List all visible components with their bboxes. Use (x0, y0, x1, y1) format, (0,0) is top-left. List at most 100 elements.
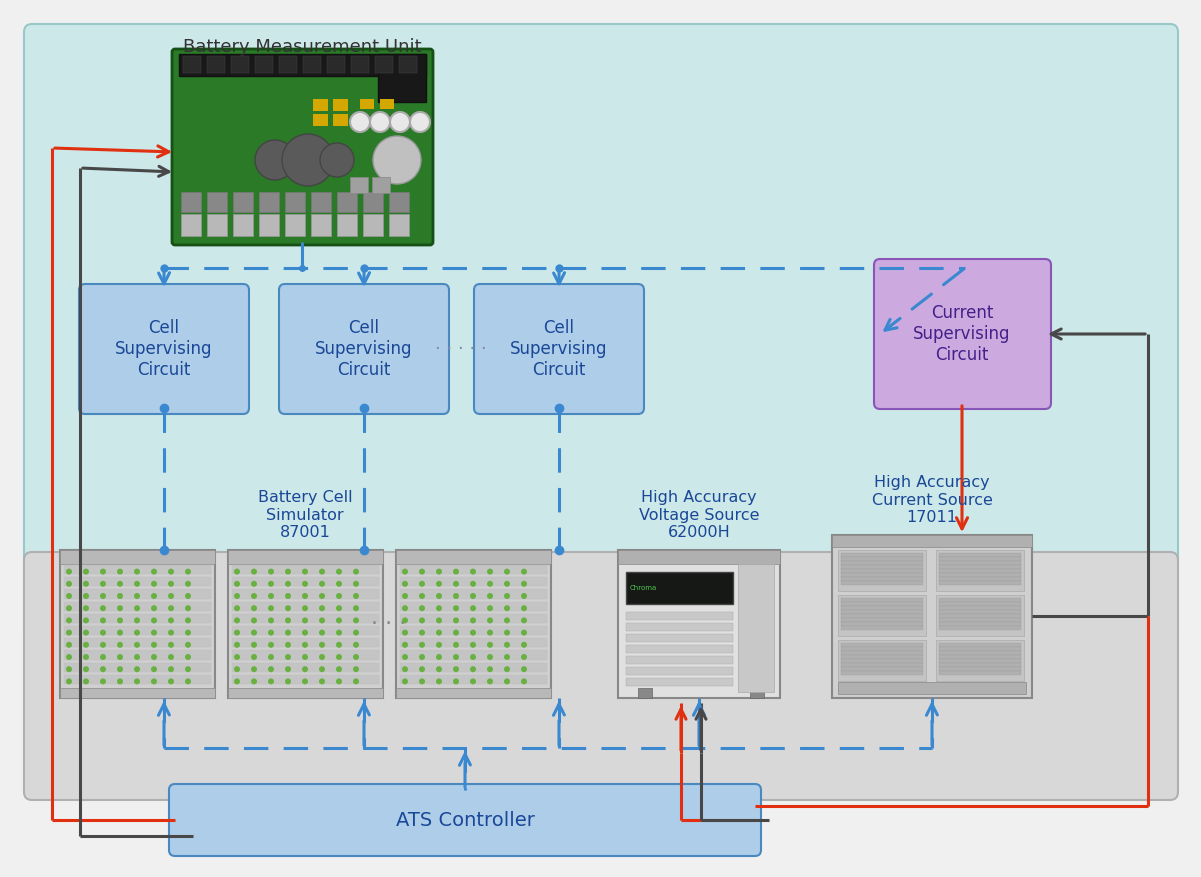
Circle shape (268, 667, 274, 672)
Circle shape (453, 568, 459, 574)
Circle shape (419, 654, 425, 660)
Circle shape (268, 581, 274, 587)
Circle shape (100, 593, 106, 599)
Circle shape (251, 593, 257, 599)
Circle shape (251, 630, 257, 636)
FancyBboxPatch shape (79, 284, 249, 414)
Circle shape (419, 605, 425, 611)
Bar (838, 595, 926, 636)
Circle shape (402, 568, 408, 574)
Bar (64, 663, 211, 672)
Circle shape (168, 667, 174, 672)
Bar (841, 602, 924, 606)
Bar (838, 682, 1026, 694)
Bar (939, 643, 1021, 647)
Circle shape (100, 679, 106, 684)
Circle shape (402, 667, 408, 672)
Circle shape (234, 630, 240, 636)
Circle shape (436, 605, 442, 611)
Circle shape (470, 630, 476, 636)
Circle shape (453, 642, 459, 648)
Bar (389, 192, 410, 212)
Circle shape (100, 605, 106, 611)
Circle shape (336, 593, 342, 599)
Circle shape (453, 581, 459, 587)
Circle shape (151, 605, 157, 611)
Bar (337, 192, 357, 212)
Circle shape (66, 679, 72, 684)
Circle shape (135, 679, 141, 684)
Circle shape (116, 654, 123, 660)
Circle shape (319, 617, 325, 624)
Bar (841, 663, 924, 667)
Circle shape (470, 679, 476, 684)
Circle shape (301, 630, 307, 636)
Bar (749, 688, 764, 698)
Bar (64, 565, 211, 574)
Circle shape (66, 630, 72, 636)
Bar (626, 667, 733, 675)
Bar (64, 626, 211, 635)
Circle shape (436, 667, 442, 672)
Circle shape (151, 630, 157, 636)
Circle shape (135, 605, 141, 611)
Circle shape (319, 143, 354, 177)
Circle shape (185, 654, 191, 660)
Bar (939, 561, 1021, 565)
Circle shape (453, 679, 459, 684)
Bar (841, 659, 924, 663)
Circle shape (353, 679, 359, 684)
Circle shape (419, 617, 425, 624)
Circle shape (285, 617, 291, 624)
Circle shape (301, 568, 307, 574)
Bar (64, 651, 211, 660)
Circle shape (66, 617, 72, 624)
Circle shape (268, 593, 274, 599)
Bar (838, 550, 926, 591)
Bar (232, 626, 380, 635)
Circle shape (66, 654, 72, 660)
Circle shape (234, 654, 240, 660)
Circle shape (504, 581, 510, 587)
Bar (232, 602, 380, 610)
Circle shape (521, 667, 527, 672)
Bar (841, 655, 924, 659)
Bar (363, 214, 383, 236)
Circle shape (521, 654, 527, 660)
Bar (841, 561, 924, 565)
Circle shape (116, 593, 123, 599)
Circle shape (470, 568, 476, 574)
Bar (337, 214, 357, 236)
Circle shape (100, 568, 106, 574)
Bar (228, 550, 383, 564)
Circle shape (185, 642, 191, 648)
Circle shape (319, 630, 325, 636)
Bar (832, 535, 1032, 547)
Circle shape (285, 581, 291, 587)
Circle shape (436, 593, 442, 599)
Bar (841, 557, 924, 561)
FancyBboxPatch shape (24, 24, 1178, 638)
Bar (626, 612, 733, 620)
Circle shape (66, 667, 72, 672)
Bar (841, 614, 924, 618)
Circle shape (285, 593, 291, 599)
Circle shape (319, 568, 325, 574)
Bar (936, 640, 1024, 681)
Bar (259, 192, 279, 212)
Bar (232, 614, 380, 623)
Bar (232, 674, 380, 684)
Circle shape (436, 581, 442, 587)
Circle shape (285, 642, 291, 648)
Circle shape (135, 617, 141, 624)
Bar (380, 99, 394, 109)
Bar (939, 618, 1021, 622)
Bar (64, 614, 211, 623)
Circle shape (185, 630, 191, 636)
Circle shape (268, 605, 274, 611)
Circle shape (83, 617, 89, 624)
Bar (233, 192, 253, 212)
Bar (626, 656, 733, 664)
Circle shape (268, 617, 274, 624)
Bar (832, 535, 1032, 698)
